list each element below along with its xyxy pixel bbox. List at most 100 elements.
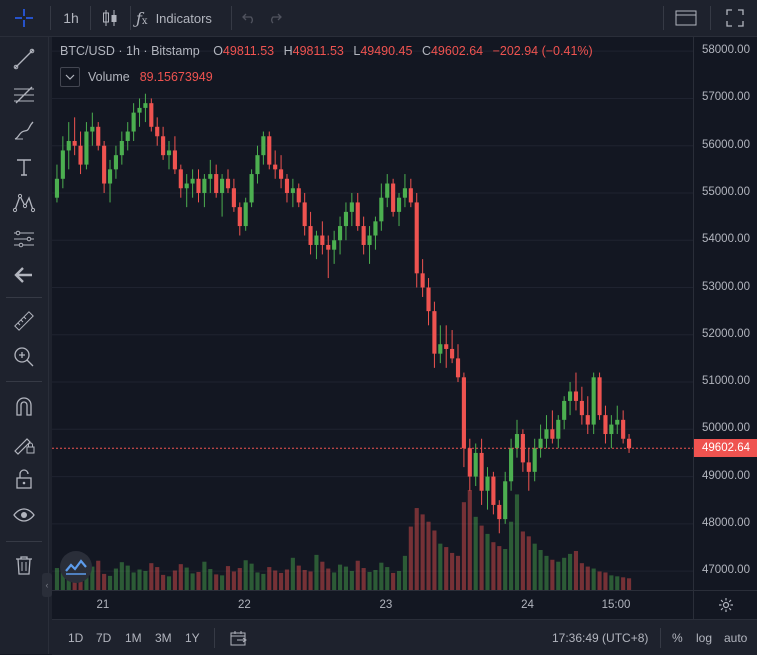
candle-body <box>243 202 248 227</box>
trend-line-icon[interactable] <box>0 41 48 77</box>
volume-bar <box>367 571 372 590</box>
candle-body <box>72 140 77 146</box>
clock-display[interactable]: 17:36:49 (UTC+8) <box>552 630 649 645</box>
prediction-icon[interactable] <box>0 221 48 257</box>
volume-bar <box>84 572 89 590</box>
candle-body <box>267 136 272 165</box>
brush-icon[interactable] <box>0 113 48 149</box>
candle-body <box>385 183 390 198</box>
range-7d-button[interactable]: 7D <box>96 630 112 645</box>
candle-body <box>296 188 301 203</box>
volume-bar <box>149 563 154 590</box>
calendar-range-icon <box>230 630 247 645</box>
volume-bar <box>532 543 537 590</box>
fib-retracement-icon[interactable] <box>0 77 48 113</box>
redo-icon[interactable] <box>264 0 286 36</box>
top-toolbar: 1h ƒx Indicators <box>0 0 757 37</box>
auto-scale-button[interactable]: auto <box>724 630 748 645</box>
price-scale[interactable]: 58000.00 57000.00 56000.00 55000.00 54000.00… <box>693 37 757 590</box>
lock-drawing-icon[interactable] <box>0 425 48 461</box>
ruler-icon[interactable] <box>0 303 48 339</box>
range-3m-button[interactable]: 3M <box>155 630 172 645</box>
unlock-icon[interactable] <box>0 461 48 497</box>
volume-bar <box>402 555 407 590</box>
low-label: L <box>353 44 361 58</box>
candle-body <box>609 424 614 435</box>
candle-body <box>579 400 584 416</box>
candle-body <box>420 273 425 288</box>
eye-icon[interactable] <box>0 497 48 533</box>
go-to-date-button[interactable] <box>230 620 248 655</box>
volume-bar <box>343 566 349 590</box>
collapse-legend-button[interactable] <box>60 67 80 87</box>
candle-body <box>66 140 71 151</box>
time-tick-label: 21 <box>96 599 110 611</box>
time-tick-label: 22 <box>237 599 251 611</box>
volume-bar <box>161 574 166 590</box>
time-tick-label: 23 <box>379 599 393 611</box>
symbol-name[interactable]: BTC/USD <box>60 44 115 58</box>
volume-bar <box>284 569 290 590</box>
volume-bar <box>491 542 496 590</box>
volume-bar <box>326 568 331 590</box>
percent-scale-button[interactable]: % <box>672 630 683 645</box>
candle-body <box>485 476 490 491</box>
range-1m-button[interactable]: 1M <box>125 630 142 645</box>
candle-body <box>249 174 254 203</box>
candle-body <box>432 311 437 354</box>
time-axis[interactable]: 21 22 23 24 15:00 <box>52 590 693 619</box>
close-label: C <box>421 44 431 58</box>
volume-bar <box>461 502 466 590</box>
layout-icon[interactable] <box>666 0 706 36</box>
price-tick-label: 58000.00 <box>702 44 750 57</box>
text-tool-icon[interactable] <box>0 149 48 185</box>
price-tick-label: 49000.00 <box>702 469 750 482</box>
candle-body <box>597 377 602 416</box>
volume-bar <box>225 566 231 590</box>
volume-bar <box>137 569 142 590</box>
volume-bar <box>102 573 107 590</box>
magnet-icon[interactable] <box>0 389 48 425</box>
collapse-toolbar-button[interactable]: ‹ <box>42 573 52 597</box>
candle-body <box>90 126 95 132</box>
volume-bar <box>96 560 101 590</box>
undo-icon[interactable] <box>238 0 260 36</box>
volume-bar <box>420 514 425 590</box>
volume-bar <box>290 557 295 590</box>
volume-bar <box>308 571 313 590</box>
indicators-button[interactable]: ƒx Indicators <box>136 0 228 36</box>
interval-button[interactable]: 1h <box>63 10 79 26</box>
candle-body <box>438 344 443 354</box>
pattern-icon[interactable] <box>0 185 48 221</box>
range-1y-button[interactable]: 1Y <box>185 630 200 645</box>
volume-bar <box>60 571 65 590</box>
candle-body <box>379 197 384 222</box>
zoom-in-icon[interactable] <box>0 339 48 375</box>
chevron-down-icon <box>65 74 75 80</box>
volume-bar <box>473 516 478 590</box>
fullscreen-icon[interactable] <box>714 0 756 36</box>
volume-bar <box>172 570 177 590</box>
volume-bar <box>396 570 402 590</box>
candle-body <box>78 145 83 165</box>
gear-icon <box>719 598 733 612</box>
chart-pane[interactable] <box>52 37 693 590</box>
candles-icon[interactable] <box>92 0 128 36</box>
log-scale-button[interactable]: log <box>696 630 713 645</box>
price-tick-label: 57000.00 <box>702 91 750 104</box>
tradingview-logo[interactable] <box>60 551 92 583</box>
chart-settings-button[interactable] <box>693 590 757 619</box>
volume-bar <box>568 553 573 590</box>
range-1d-button[interactable]: 1D <box>68 630 84 645</box>
candle-body <box>603 415 608 435</box>
candle-body <box>196 178 201 193</box>
candle-body <box>107 169 113 184</box>
crosshair-icon[interactable] <box>0 0 48 36</box>
volume-bar <box>178 564 183 590</box>
volume-bar <box>243 560 248 590</box>
candle-body <box>184 183 189 189</box>
volume-bar <box>485 533 490 590</box>
ohlc-legend: BTC/USD · 1h · Bitstamp O49811.53 H49811… <box>60 44 593 58</box>
trash-icon[interactable] <box>0 547 48 583</box>
arrow-left-icon[interactable] <box>0 257 48 293</box>
